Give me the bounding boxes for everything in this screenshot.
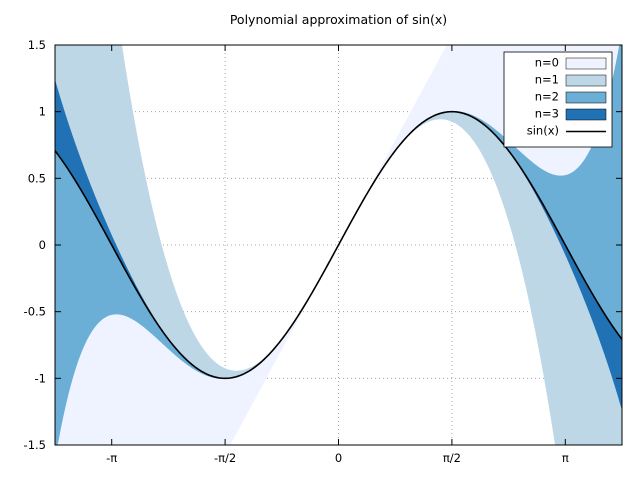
y-tick-label: -1 <box>35 371 46 385</box>
y-tick-label: 0.5 <box>28 171 46 185</box>
axis-labels: -π -π/2 0 π/2 π -1.5 -1 -0.5 0 0.5 1 1.5 <box>24 38 569 465</box>
legend-label: n=0 <box>535 56 559 70</box>
legend-label: n=3 <box>535 107 559 121</box>
legend: n=0 n=1 n=2 n=3 sin(x) <box>503 51 613 148</box>
y-tick-label: 1.5 <box>28 38 46 52</box>
x-tick-label: 0 <box>335 451 342 465</box>
legend-swatch <box>565 57 607 70</box>
band-n1 <box>55 45 622 445</box>
y-tick-label: -1.5 <box>24 438 46 452</box>
legend-swatch <box>565 108 607 121</box>
chart-title: Polynomial approximation of sin(x) <box>230 12 447 27</box>
x-tick-label: π <box>562 451 569 465</box>
legend-swatch <box>565 74 607 87</box>
legend-label: n=2 <box>535 90 559 104</box>
x-tick-label: π/2 <box>443 451 461 465</box>
y-tick-label: 0 <box>39 238 46 252</box>
legend-label: n=1 <box>535 73 559 87</box>
axis-ticks <box>55 44 622 446</box>
x-tick-label: -π/2 <box>214 451 236 465</box>
legend-swatch <box>565 91 607 104</box>
y-tick-label: -0.5 <box>24 305 46 319</box>
x-tick-label: -π <box>106 451 117 465</box>
y-tick-label: 1 <box>39 105 46 119</box>
legend-label: sin(x) <box>527 124 559 138</box>
sin-line <box>55 110 622 380</box>
